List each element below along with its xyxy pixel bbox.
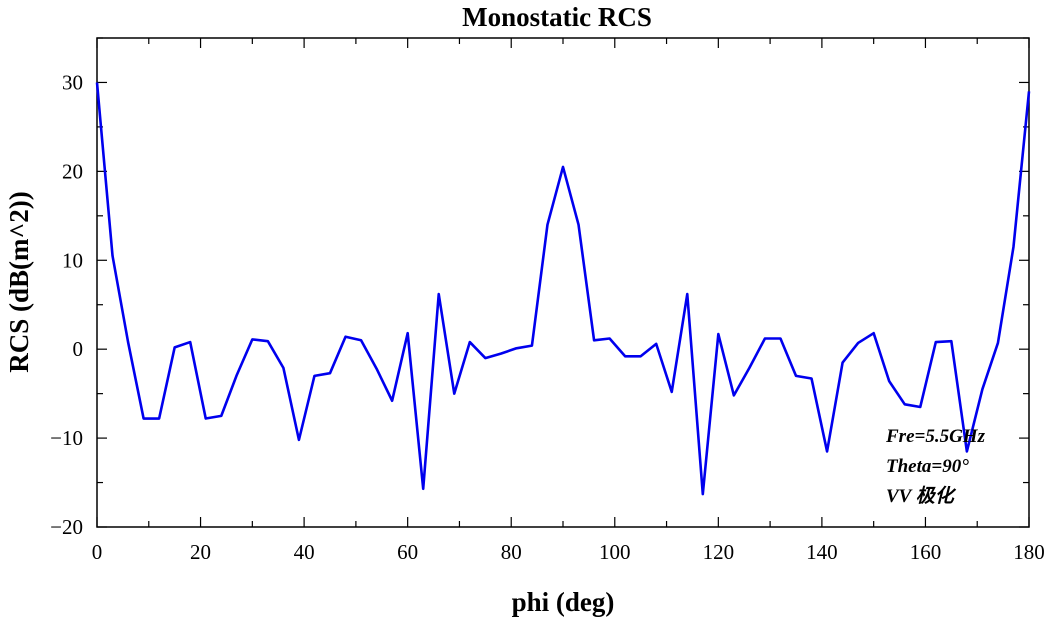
y-tick-label: 20 [62,159,83,183]
x-tick-label: 40 [294,540,315,564]
y-tick-label: 0 [73,337,84,361]
annotation-frequency: Fre=5.5GHz [885,426,986,447]
x-tick-label: 140 [806,540,838,564]
y-tick-label: 10 [62,248,83,272]
x-tick-label: 0 [92,540,103,564]
x-axis-label: phi (deg) [512,587,615,617]
annotation-polarization: VV 极化 [886,485,957,507]
x-tick-labels: 0 20 40 60 80 100 120 140 160 180 [92,540,1045,564]
x-tick-label: 160 [910,540,942,564]
chart-title: Monostatic RCS [462,2,652,32]
x-tick-label: 180 [1013,540,1045,564]
plot-frame [96,37,1030,528]
axis-ticks [96,37,1030,528]
x-tick-label: 120 [703,540,735,564]
x-tick-label: 60 [397,540,418,564]
annotation-theta: Theta=90° [886,456,969,477]
x-tick-label: 20 [190,540,211,564]
y-axis-label: RCS (dB(m^2)) [4,191,34,372]
rcs-series-line [95,82,1031,496]
y-tick-label: −20 [50,515,83,539]
y-tick-label: −10 [50,426,83,450]
y-tick-labels: −20 −10 0 10 20 30 [50,70,83,539]
x-tick-label: 80 [501,540,522,564]
y-tick-label: 30 [62,70,83,94]
annotation-block: Fre=5.5GHz Theta=90° VV 极化 [885,426,986,507]
x-tick-label: 100 [599,540,631,564]
